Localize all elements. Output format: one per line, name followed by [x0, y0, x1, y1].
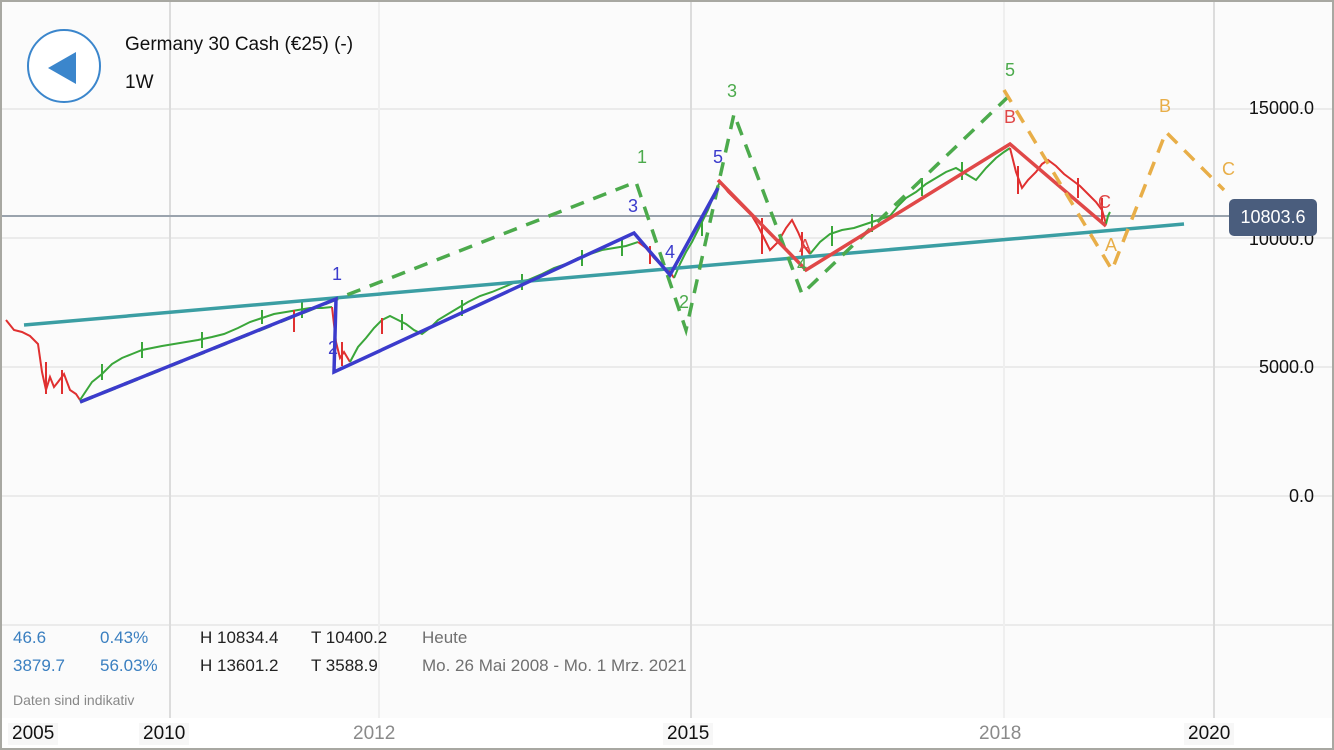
disclaimer: Daten sind indikativ [13, 692, 135, 708]
svg-text:5: 5 [1005, 60, 1015, 80]
svg-text:4: 4 [797, 255, 807, 275]
svg-text:3: 3 [628, 196, 638, 216]
current-price-badge: 10803.6 [1229, 199, 1317, 236]
interval-label[interactable]: 1W [125, 72, 154, 93]
svg-text:C: C [1222, 159, 1235, 179]
wave-labels: 1 2 3 4 5 1 2 3 4 5 A B C A B C [328, 60, 1235, 358]
svg-text:A: A [799, 236, 811, 256]
svg-text:B: B [1004, 107, 1016, 127]
back-button[interactable] [27, 29, 101, 103]
instrument-title: Germany 30 Cash (€25) (-) [125, 34, 354, 55]
x-tick-2010: 2010 [139, 723, 190, 745]
range-change-pct: 56.03% [100, 656, 158, 675]
x-tick-2005: 2005 [8, 723, 59, 745]
x-tick-2020: 2020 [1184, 723, 1235, 745]
today-change-pct: 0.43% [100, 628, 149, 647]
support-trendline[interactable] [23, 222, 1185, 327]
range-change: 3879.7 [13, 656, 65, 675]
range-label: Mo. 26 Mai 2008 - Mo. 1 Mrz. 2021 [422, 656, 687, 675]
time-axis[interactable]: 2005 2010 2012 2015 2018 2020 [2, 718, 1332, 748]
x-tick-2015: 2015 [663, 723, 714, 745]
range-high: H 13601.2 [200, 656, 279, 675]
y-tick-5000: 5000.0 [1258, 357, 1314, 377]
blue-wave-impulse[interactable] [79, 187, 720, 404]
today-high: H 10834.4 [200, 628, 279, 647]
svg-text:2: 2 [328, 338, 338, 358]
orange-wave-projection[interactable] [1002, 89, 1226, 274]
y-tick-15000: 15000.0 [1248, 98, 1314, 118]
x-tick-2018: 2018 [979, 723, 1022, 744]
x-tick-2012: 2012 [353, 723, 396, 744]
back-arrow-icon [48, 52, 76, 84]
today-label: Heute [422, 628, 468, 647]
vertical-gridlines [169, 2, 1215, 718]
svg-text:1: 1 [332, 264, 342, 284]
today-low: T 10400.2 [311, 628, 388, 647]
svg-text:B: B [1159, 96, 1171, 116]
svg-text:2: 2 [679, 292, 689, 312]
svg-text:C: C [1098, 192, 1111, 212]
svg-text:4: 4 [665, 242, 675, 262]
y-tick-0: 0.0 [1288, 486, 1314, 506]
red-wave-correction[interactable] [716, 141, 1108, 273]
green-wave-impulse[interactable] [79, 93, 1012, 404]
svg-text:3: 3 [727, 81, 737, 101]
range-low: T 3588.9 [311, 656, 378, 675]
svg-text:5: 5 [713, 147, 723, 167]
today-change: 46.6 [13, 628, 47, 647]
svg-text:1: 1 [637, 147, 647, 167]
price-bars [5, 147, 1111, 401]
svg-text:A: A [1105, 235, 1117, 255]
horizontal-gridlines [2, 108, 1332, 626]
